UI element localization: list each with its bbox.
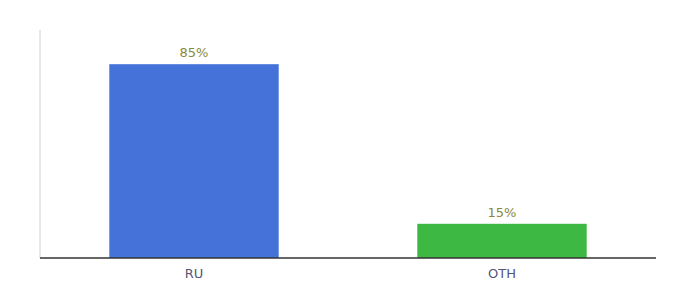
chart: RU OTH 85% 15% <box>0 0 680 300</box>
x-tick-label: RU <box>185 266 204 281</box>
x-axis-line <box>40 257 656 259</box>
chart-container: RU OTH 85% 15% <box>0 0 680 300</box>
x-tick-label: OTH <box>488 266 516 281</box>
bar <box>109 64 278 258</box>
data-label: 15% <box>488 205 517 220</box>
bars <box>109 64 586 258</box>
bar <box>417 224 586 258</box>
data-label: 85% <box>180 45 209 60</box>
y-axis-line <box>40 30 41 258</box>
